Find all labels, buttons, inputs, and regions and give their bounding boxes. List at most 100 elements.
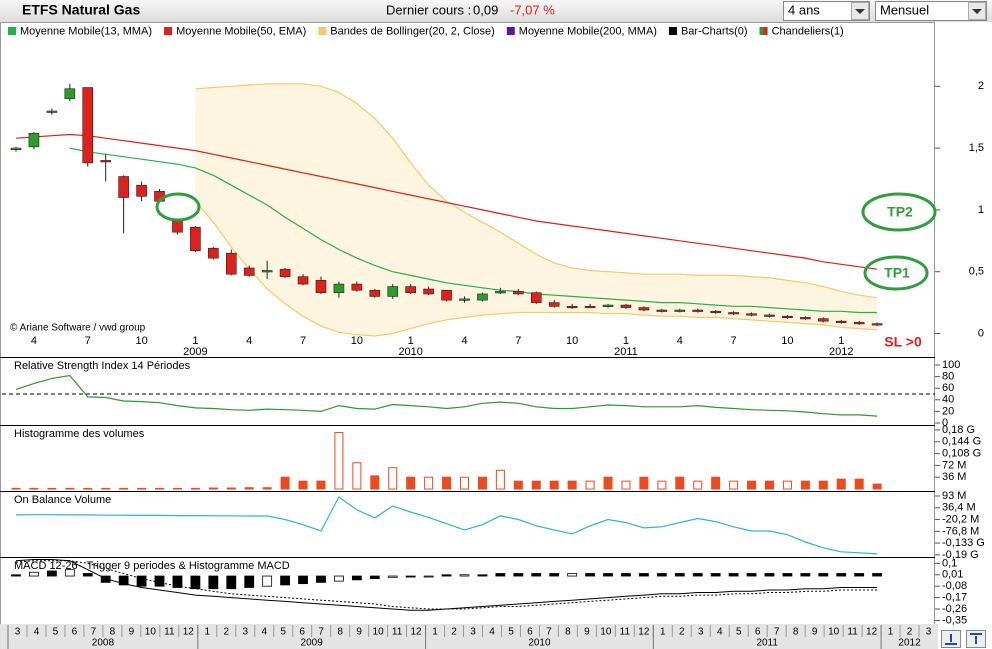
candle-body [225,252,237,275]
candle-body [835,320,847,323]
timeline-month: 8 [110,627,116,638]
volume-bar [155,487,165,490]
candle-body [656,309,668,312]
volume-bar [442,476,452,490]
macd-bar [728,573,739,577]
indicator-line [15,496,878,555]
y-tick-label: 1 [978,204,984,216]
candle-body [387,286,399,297]
timeline-month: 9 [584,627,590,638]
interval-select[interactable] [875,1,987,21]
macd-bar [800,573,811,577]
y-tick-label: -0,133 G [942,537,985,549]
volume-bar [370,475,380,490]
macd-bar [782,573,793,577]
macd-bar [603,573,613,577]
y-tick-label: -0,35 [942,614,967,626]
candle-body [477,293,488,301]
last-price: 0,09 [473,2,498,17]
price-change: -7,07 % [510,2,555,17]
macd-bar [280,575,291,586]
macd-bar [172,575,183,588]
volume-bar [334,432,344,490]
timeline-month: 11 [164,627,175,638]
timeline-month: 1 [432,627,438,638]
volume-bar [244,487,254,490]
y-tick-label: 60 [942,382,954,394]
candle-body [746,313,757,316]
macd-bar [710,573,721,577]
timeline-month: 6 [72,627,78,638]
candle-body [495,291,506,294]
period-value: 4 ans [788,2,820,17]
macd-bar [100,575,111,583]
period-select[interactable] [783,1,870,21]
timeline-month: 3 [242,627,248,638]
legend-swatch [759,27,764,35]
volume-bar [424,476,434,490]
y-tick-label: 80 [942,371,954,383]
candle-body [315,280,327,294]
y-tick-label: 0,1 [942,557,957,569]
timeline-year: 2008 [92,638,115,649]
macd-bar [459,574,470,577]
timeline-month: 2 [451,627,457,638]
timeline-month: 4 [261,627,267,638]
timeline-month: 1 [205,627,211,638]
timeline-month: 3 [15,627,21,638]
panel-title: On Balance Volume [14,494,111,506]
candle-body [333,283,345,294]
macd-bar [674,573,685,577]
y-tick-label: 1,5 [969,142,984,154]
volume-bar [603,476,613,490]
x-tick-label: 4 [677,335,683,347]
timeline-month: 6 [755,627,761,638]
annotation: SL >0 [884,334,922,350]
candle-body [620,304,632,308]
year-label: 2012 [829,346,853,358]
volume-bar [352,462,362,490]
timeline-year: 2009 [301,638,324,649]
moving-average [69,147,878,314]
timeline-month: 7 [91,627,97,638]
timeline-month: 2 [679,627,685,638]
year-label: 2009 [183,346,207,358]
y-tick-label: 36,4 M [942,502,976,514]
volume-bar [854,478,864,490]
legend-label: Chandeliers(1) [772,25,844,37]
y-tick-label: 0,5 [969,266,984,278]
candle-body [638,307,650,311]
year-label: 2011 [614,346,638,358]
volume-bar [764,480,774,490]
candle-body [369,289,381,297]
x-tick-label: 1 [408,335,414,347]
macd-bar [316,575,326,583]
button-icon [945,634,957,645]
volume-bar [567,480,577,490]
timeline-month: 3 [470,627,476,638]
timeline-month: 5 [736,627,742,638]
legend-label: Moyenne Mobile(13, MMA) [20,25,152,37]
candle-body [710,310,721,314]
macd-bar [29,571,39,577]
timeline-month: 4 [489,627,495,638]
panel-title: Relative Strength Index 14 Périodes [14,360,191,372]
timeline-year: 2010 [528,638,551,649]
y-tick-label: 0 [978,327,984,339]
macd-bar [639,573,649,577]
volume-bar [226,487,236,490]
macd-bar [872,573,883,577]
macd-bar [190,575,201,590]
candle-body [279,268,291,277]
y-tick-label: -76,8 M [942,525,979,537]
macd-bar [854,573,865,577]
candle-body [118,176,129,198]
instrument-title: ETFS Natural Gas [22,2,140,18]
legend-swatch [318,27,327,35]
candle-body [853,322,865,325]
marker-ellipse [155,192,201,222]
timeline-month: 3 [698,627,704,638]
timeline-year: 2011 [756,638,778,649]
timeline-month: 3 [926,627,932,638]
timeline-month: 10 [600,627,612,638]
